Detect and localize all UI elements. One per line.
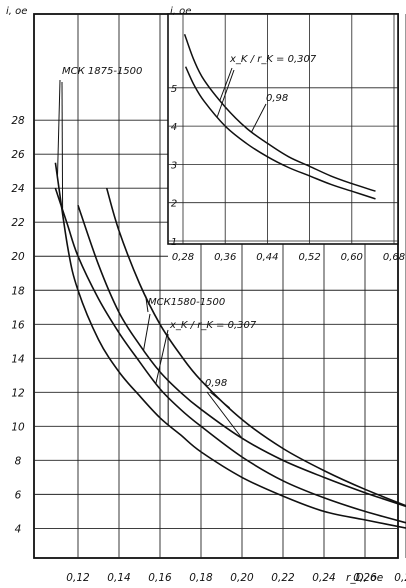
main-y-tick-label: 22 bbox=[11, 217, 25, 229]
main-y-tick-label: 24 bbox=[11, 183, 24, 195]
main-series-line bbox=[105, 187, 406, 507]
inset-y-tick-label: 3 bbox=[171, 160, 177, 171]
main-x-tick-label: 0,14 bbox=[107, 572, 130, 584]
main-series-line bbox=[77, 204, 406, 508]
main-y-tick-label: 12 bbox=[11, 387, 25, 399]
inset-y-tick-label: 2 bbox=[171, 199, 177, 210]
main-annotation-ratio: x_K / r_K = 0,307 bbox=[169, 320, 257, 331]
main-y-tick-label: 26 bbox=[11, 149, 25, 161]
inset-background bbox=[168, 14, 398, 244]
main-x-tick-label: 0,20 bbox=[230, 572, 254, 584]
main-y-tick-label: 20 bbox=[11, 251, 25, 263]
inset-x-tick-label: 0,44 bbox=[256, 252, 278, 263]
main-series-line bbox=[54, 187, 406, 524]
inset-x-tick-label: 0,60 bbox=[341, 252, 363, 263]
main-y-tick-label: 28 bbox=[11, 115, 25, 127]
main-y-tick-label: 8 bbox=[15, 455, 22, 467]
inset-x-tick-label: 0,68 bbox=[383, 252, 405, 263]
inset-x-tick-label: 0,28 bbox=[172, 252, 194, 263]
leader-msk1875 bbox=[56, 79, 61, 179]
inset-y-axis-label: i, ое bbox=[170, 6, 191, 17]
inset-y-tick-label: 5 bbox=[171, 84, 177, 95]
main-x-tick-label: 0,12 bbox=[66, 572, 90, 584]
inset-series-line bbox=[184, 66, 376, 200]
main-series-line bbox=[54, 162, 406, 529]
main-x-tick-label: 0,22 bbox=[271, 572, 295, 584]
main-annotation-098: 0,98 bbox=[205, 378, 227, 389]
leader-098 bbox=[209, 391, 231, 409]
main-y-tick-label: 14 bbox=[11, 353, 24, 365]
inset-x-tick-label: 0,36 bbox=[214, 252, 236, 263]
inset-leader-ratio bbox=[216, 69, 235, 117]
leader-ratio bbox=[155, 329, 169, 384]
inset-series-line bbox=[183, 33, 376, 192]
inset-annotation-098: 0,98 bbox=[266, 93, 288, 104]
main-annotation-msk1875: МСК 1875-1500 bbox=[62, 66, 142, 77]
main-y-tick-label: 10 bbox=[11, 421, 25, 433]
main-y-tick-label: 6 bbox=[15, 489, 22, 501]
main-y-tick-label: 18 bbox=[11, 285, 25, 297]
main-x-axis-label: r_D, ое bbox=[346, 572, 383, 584]
leader-msk1580 bbox=[145, 295, 149, 313]
main-y-tick-label: 4 bbox=[15, 523, 22, 535]
main-x-tick-label: 0,16 bbox=[148, 572, 172, 584]
main-x-tick-label: 0,28 bbox=[394, 572, 406, 584]
inset-x-tick-label: 0,52 bbox=[298, 252, 320, 263]
inset-annotation-ratio: x_K / r_K = 0,307 bbox=[229, 54, 317, 65]
main-y-tick-label: 16 bbox=[11, 319, 25, 331]
leader-098 bbox=[206, 391, 243, 439]
leader-msk1875 bbox=[61, 81, 64, 209]
main-x-tick-label: 0,18 bbox=[189, 572, 213, 584]
main-y-axis-label: i, ое bbox=[6, 6, 27, 17]
inset-y-tick-label: 4 bbox=[171, 122, 177, 133]
main-x-tick-label: 0,26 bbox=[353, 572, 377, 584]
inset-leader-098 bbox=[251, 103, 267, 133]
main-annotation-msk1580: МСК1580-1500 bbox=[148, 297, 225, 308]
main-x-tick-label: 0,24 bbox=[312, 572, 335, 584]
inset-y-tick-label: 1 bbox=[171, 237, 177, 248]
inset-leader-ratio bbox=[219, 67, 233, 101]
inset-plot-frame bbox=[167, 13, 399, 245]
leader-msk1580 bbox=[143, 313, 151, 351]
